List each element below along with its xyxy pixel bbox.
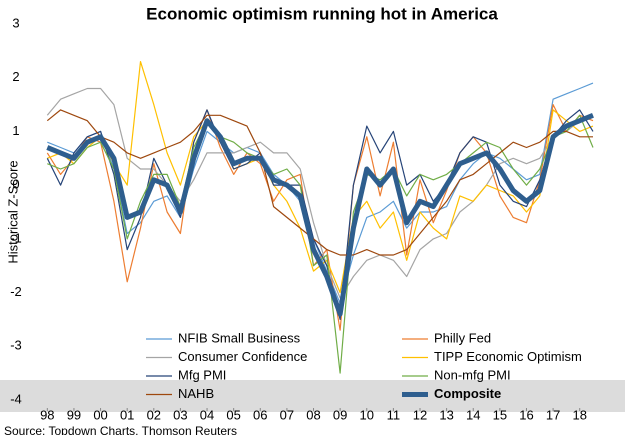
x-tick-label: 06 [253, 407, 267, 422]
x-tick-label: 12 [413, 407, 427, 422]
legend-label: NAHB [178, 386, 214, 401]
series-line [46, 109, 594, 320]
y-axis-label: Historical Z-Score [5, 160, 20, 263]
x-tick-label: 15 [493, 407, 507, 422]
x-tick-label: 03 [173, 407, 187, 422]
x-tick-label: 11 [387, 407, 401, 422]
y-tick-label: -2 [10, 284, 22, 299]
series-line [47, 82, 594, 304]
y-tick-label: 0 [12, 177, 19, 192]
chart-title: Economic optimism running hot in America [146, 4, 498, 23]
series-line [46, 109, 593, 256]
x-tick-label: 01 [120, 407, 134, 422]
x-tick-label: 14 [466, 407, 480, 422]
x-tick-label: 02 [147, 407, 161, 422]
y-tick-label: -4 [10, 391, 22, 406]
y-tick-label: 2 [12, 69, 19, 84]
legend-label: Consumer Confidence [178, 349, 307, 364]
x-tick-label: 16 [519, 407, 533, 422]
source: Source: Topdown Charts, Thomson Reuters [4, 424, 237, 435]
x-tick-label: 98 [40, 407, 54, 422]
x-tick-label: 09 [333, 407, 347, 422]
y-tick-label: 3 [12, 15, 19, 30]
x-tick-label: 10 [360, 407, 374, 422]
legend-label: Composite [434, 386, 501, 401]
x-tick-label: 17 [546, 407, 560, 422]
y-tick-label: -1 [10, 230, 22, 245]
legend-label: Philly Fed [434, 330, 491, 345]
x-tick-label: 07 [280, 407, 294, 422]
legend-label: Non-mfg PMI [434, 367, 511, 382]
x-tick-label: 08 [306, 407, 320, 422]
series-line [46, 112, 594, 317]
legend-label: NFIB Small Business [178, 330, 301, 345]
legend-label: TIPP Economic Optimism [434, 349, 582, 364]
axis-band [0, 380, 625, 412]
x-tick-label: 99 [67, 407, 81, 422]
x-tick-label: 04 [200, 407, 214, 422]
y-tick-label: 1 [12, 123, 19, 138]
x-tick-label: 13 [439, 407, 453, 422]
x-tick-label: 18 [572, 407, 586, 422]
x-tick-label: 00 [93, 407, 107, 422]
y-tick-label: -3 [10, 338, 22, 353]
legend-label: Mfg PMI [178, 367, 226, 382]
x-tick-label: 05 [226, 407, 240, 422]
